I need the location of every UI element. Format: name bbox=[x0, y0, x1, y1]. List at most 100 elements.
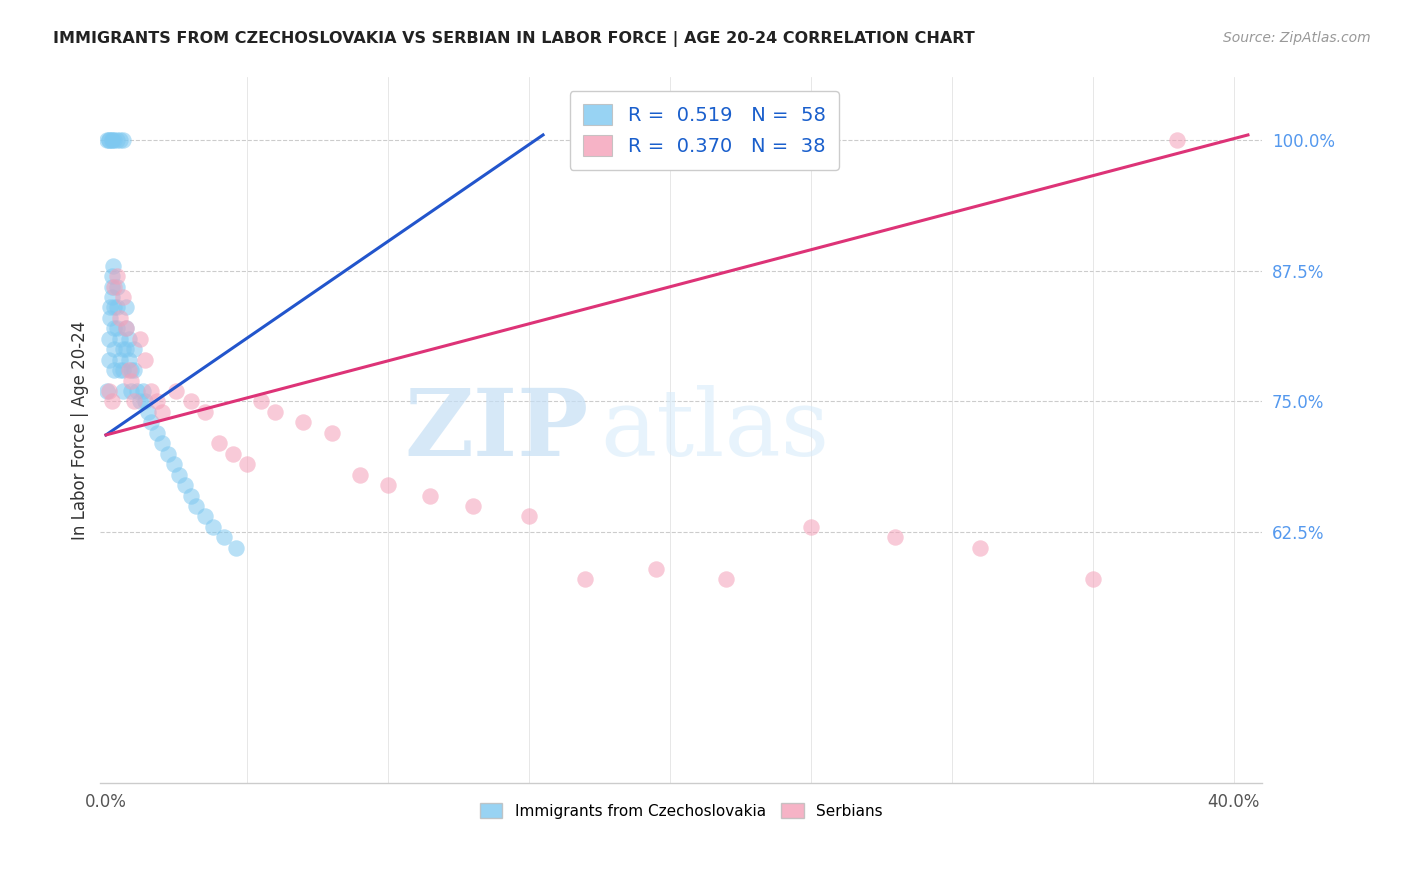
Point bbox=[716, 572, 738, 586]
Point bbox=[97, 384, 120, 398]
Point bbox=[169, 467, 191, 482]
Point bbox=[96, 133, 118, 147]
Point bbox=[150, 436, 173, 450]
Point bbox=[125, 384, 148, 398]
Point bbox=[150, 405, 173, 419]
Point bbox=[800, 520, 823, 534]
Point bbox=[111, 343, 134, 357]
Point bbox=[105, 279, 128, 293]
Point bbox=[108, 332, 131, 346]
Point bbox=[131, 384, 153, 398]
Point bbox=[117, 363, 139, 377]
Point bbox=[100, 133, 122, 147]
Point bbox=[97, 332, 120, 346]
Point bbox=[108, 310, 131, 325]
Point bbox=[111, 384, 134, 398]
Point bbox=[349, 467, 371, 482]
Point bbox=[644, 562, 666, 576]
Point bbox=[128, 394, 150, 409]
Point bbox=[180, 394, 202, 409]
Point bbox=[103, 321, 125, 335]
Point bbox=[1166, 133, 1188, 147]
Point bbox=[122, 363, 145, 377]
Point bbox=[208, 436, 231, 450]
Point bbox=[225, 541, 247, 555]
Point bbox=[134, 394, 156, 409]
Point bbox=[461, 499, 484, 513]
Point bbox=[139, 384, 162, 398]
Point bbox=[174, 478, 197, 492]
Point bbox=[214, 530, 236, 544]
Point bbox=[136, 405, 159, 419]
Point bbox=[236, 457, 259, 471]
Point bbox=[98, 301, 121, 315]
Point bbox=[114, 321, 136, 335]
Point bbox=[969, 541, 991, 555]
Point bbox=[120, 374, 142, 388]
Point bbox=[96, 384, 118, 398]
Point bbox=[157, 447, 180, 461]
Point bbox=[100, 268, 122, 283]
Text: atlas: atlas bbox=[600, 385, 830, 475]
Point bbox=[98, 310, 121, 325]
Point bbox=[139, 416, 162, 430]
Point bbox=[122, 394, 145, 409]
Point bbox=[419, 489, 441, 503]
Point bbox=[117, 332, 139, 346]
Point bbox=[101, 259, 124, 273]
Point bbox=[100, 279, 122, 293]
Point bbox=[103, 301, 125, 315]
Point bbox=[111, 363, 134, 377]
Point bbox=[103, 343, 125, 357]
Point bbox=[97, 133, 120, 147]
Point bbox=[145, 394, 167, 409]
Point bbox=[108, 133, 131, 147]
Point bbox=[108, 363, 131, 377]
Point bbox=[292, 416, 315, 430]
Point bbox=[377, 478, 399, 492]
Point bbox=[105, 268, 128, 283]
Point bbox=[117, 352, 139, 367]
Point bbox=[202, 520, 225, 534]
Text: IMMIGRANTS FROM CZECHOSLOVAKIA VS SERBIAN IN LABOR FORCE | AGE 20-24 CORRELATION: IMMIGRANTS FROM CZECHOSLOVAKIA VS SERBIA… bbox=[53, 31, 976, 47]
Point bbox=[105, 321, 128, 335]
Point bbox=[1081, 572, 1104, 586]
Legend: Immigrants from Czechoslovakia, Serbians: Immigrants from Czechoslovakia, Serbians bbox=[474, 797, 889, 825]
Point bbox=[103, 133, 125, 147]
Point bbox=[163, 457, 186, 471]
Point bbox=[194, 509, 217, 524]
Point bbox=[120, 384, 142, 398]
Point bbox=[105, 133, 128, 147]
Point bbox=[517, 509, 540, 524]
Point bbox=[120, 363, 142, 377]
Point bbox=[180, 489, 202, 503]
Point bbox=[166, 384, 188, 398]
Point bbox=[100, 394, 122, 409]
Point bbox=[250, 394, 273, 409]
Point bbox=[128, 332, 150, 346]
Point bbox=[100, 133, 122, 147]
Point bbox=[574, 572, 596, 586]
Point bbox=[100, 290, 122, 304]
Point bbox=[264, 405, 287, 419]
Point bbox=[186, 499, 208, 513]
Point bbox=[145, 425, 167, 440]
Point bbox=[884, 530, 907, 544]
Point bbox=[103, 363, 125, 377]
Point bbox=[222, 447, 245, 461]
Text: ZIP: ZIP bbox=[404, 385, 588, 475]
Point bbox=[97, 352, 120, 367]
Y-axis label: In Labor Force | Age 20-24: In Labor Force | Age 20-24 bbox=[72, 320, 89, 540]
Text: Source: ZipAtlas.com: Source: ZipAtlas.com bbox=[1223, 31, 1371, 45]
Point bbox=[194, 405, 217, 419]
Point bbox=[134, 352, 156, 367]
Point bbox=[321, 425, 343, 440]
Point bbox=[97, 133, 120, 147]
Point bbox=[103, 279, 125, 293]
Point bbox=[108, 352, 131, 367]
Point bbox=[111, 290, 134, 304]
Point bbox=[111, 133, 134, 147]
Point bbox=[105, 301, 128, 315]
Point bbox=[114, 321, 136, 335]
Point bbox=[122, 343, 145, 357]
